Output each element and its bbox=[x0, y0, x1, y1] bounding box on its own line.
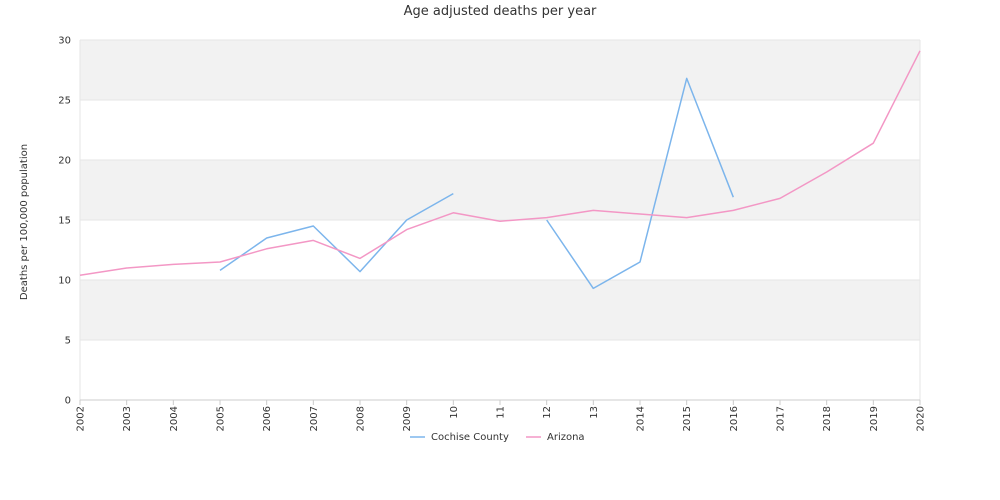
x-tick-label: 12 bbox=[542, 406, 553, 419]
legend: Cochise County Arizona bbox=[410, 432, 585, 443]
legend-item-0[interactable]: Cochise County bbox=[410, 432, 509, 443]
x-tick-label: 2005 bbox=[216, 406, 227, 431]
plot-band bbox=[80, 280, 920, 340]
plot-band bbox=[80, 160, 920, 220]
chart-title: Age adjusted deaths per year bbox=[404, 4, 597, 19]
x-tick-label: 2008 bbox=[356, 406, 367, 431]
x-tick-label: 2006 bbox=[262, 406, 273, 431]
x-tick-label: 2007 bbox=[309, 406, 320, 431]
legend-item-1[interactable]: Arizona bbox=[526, 432, 585, 443]
y-tick-label: 0 bbox=[65, 396, 71, 407]
x-tick-label: 2019 bbox=[869, 406, 880, 431]
x-tick-label: 10 bbox=[449, 406, 460, 419]
x-tick-label: 2003 bbox=[122, 406, 133, 431]
y-tick-label: 20 bbox=[58, 156, 71, 167]
x-tick-label: 2017 bbox=[776, 406, 787, 431]
y-tick-label: 15 bbox=[58, 216, 71, 227]
x-tick-label: 2020 bbox=[916, 406, 927, 431]
x-tick-label: 2018 bbox=[822, 406, 833, 431]
x-tick-label: 2009 bbox=[402, 406, 413, 431]
y-tick-label: 5 bbox=[65, 336, 71, 347]
y-tick-label: 10 bbox=[58, 276, 71, 287]
series-line-0 bbox=[546, 77, 734, 290]
y-axis-label: Deaths per 100,000 population bbox=[19, 144, 30, 300]
legend-label: Cochise County bbox=[431, 432, 509, 443]
legend-label: Arizona bbox=[547, 432, 585, 443]
y-tick-label: 25 bbox=[58, 96, 71, 107]
x-tick-label: 2016 bbox=[729, 406, 740, 431]
series-lines bbox=[79, 50, 921, 290]
x-tick-label: 11 bbox=[496, 406, 507, 419]
plot-band bbox=[80, 40, 920, 100]
x-tick-label: 2002 bbox=[76, 406, 87, 431]
y-axis-ticks: 0 5 10 15 20 25 30 bbox=[58, 36, 71, 407]
x-tick-label: 13 bbox=[589, 406, 600, 419]
plot-bands bbox=[80, 40, 920, 400]
x-axis-ticks: 2002 2003 2004 2005 2006 2007 2008 2009 10 11 12 13… bbox=[76, 400, 927, 431]
series-line-1 bbox=[79, 50, 921, 276]
plot-band bbox=[80, 220, 920, 280]
x-tick-label: 2014 bbox=[636, 406, 647, 431]
plot-band bbox=[80, 340, 920, 400]
x-tick-label: 2015 bbox=[682, 406, 693, 431]
plot-band bbox=[80, 100, 920, 160]
y-tick-label: 30 bbox=[58, 36, 71, 47]
x-tick-label: 2004 bbox=[169, 406, 180, 431]
